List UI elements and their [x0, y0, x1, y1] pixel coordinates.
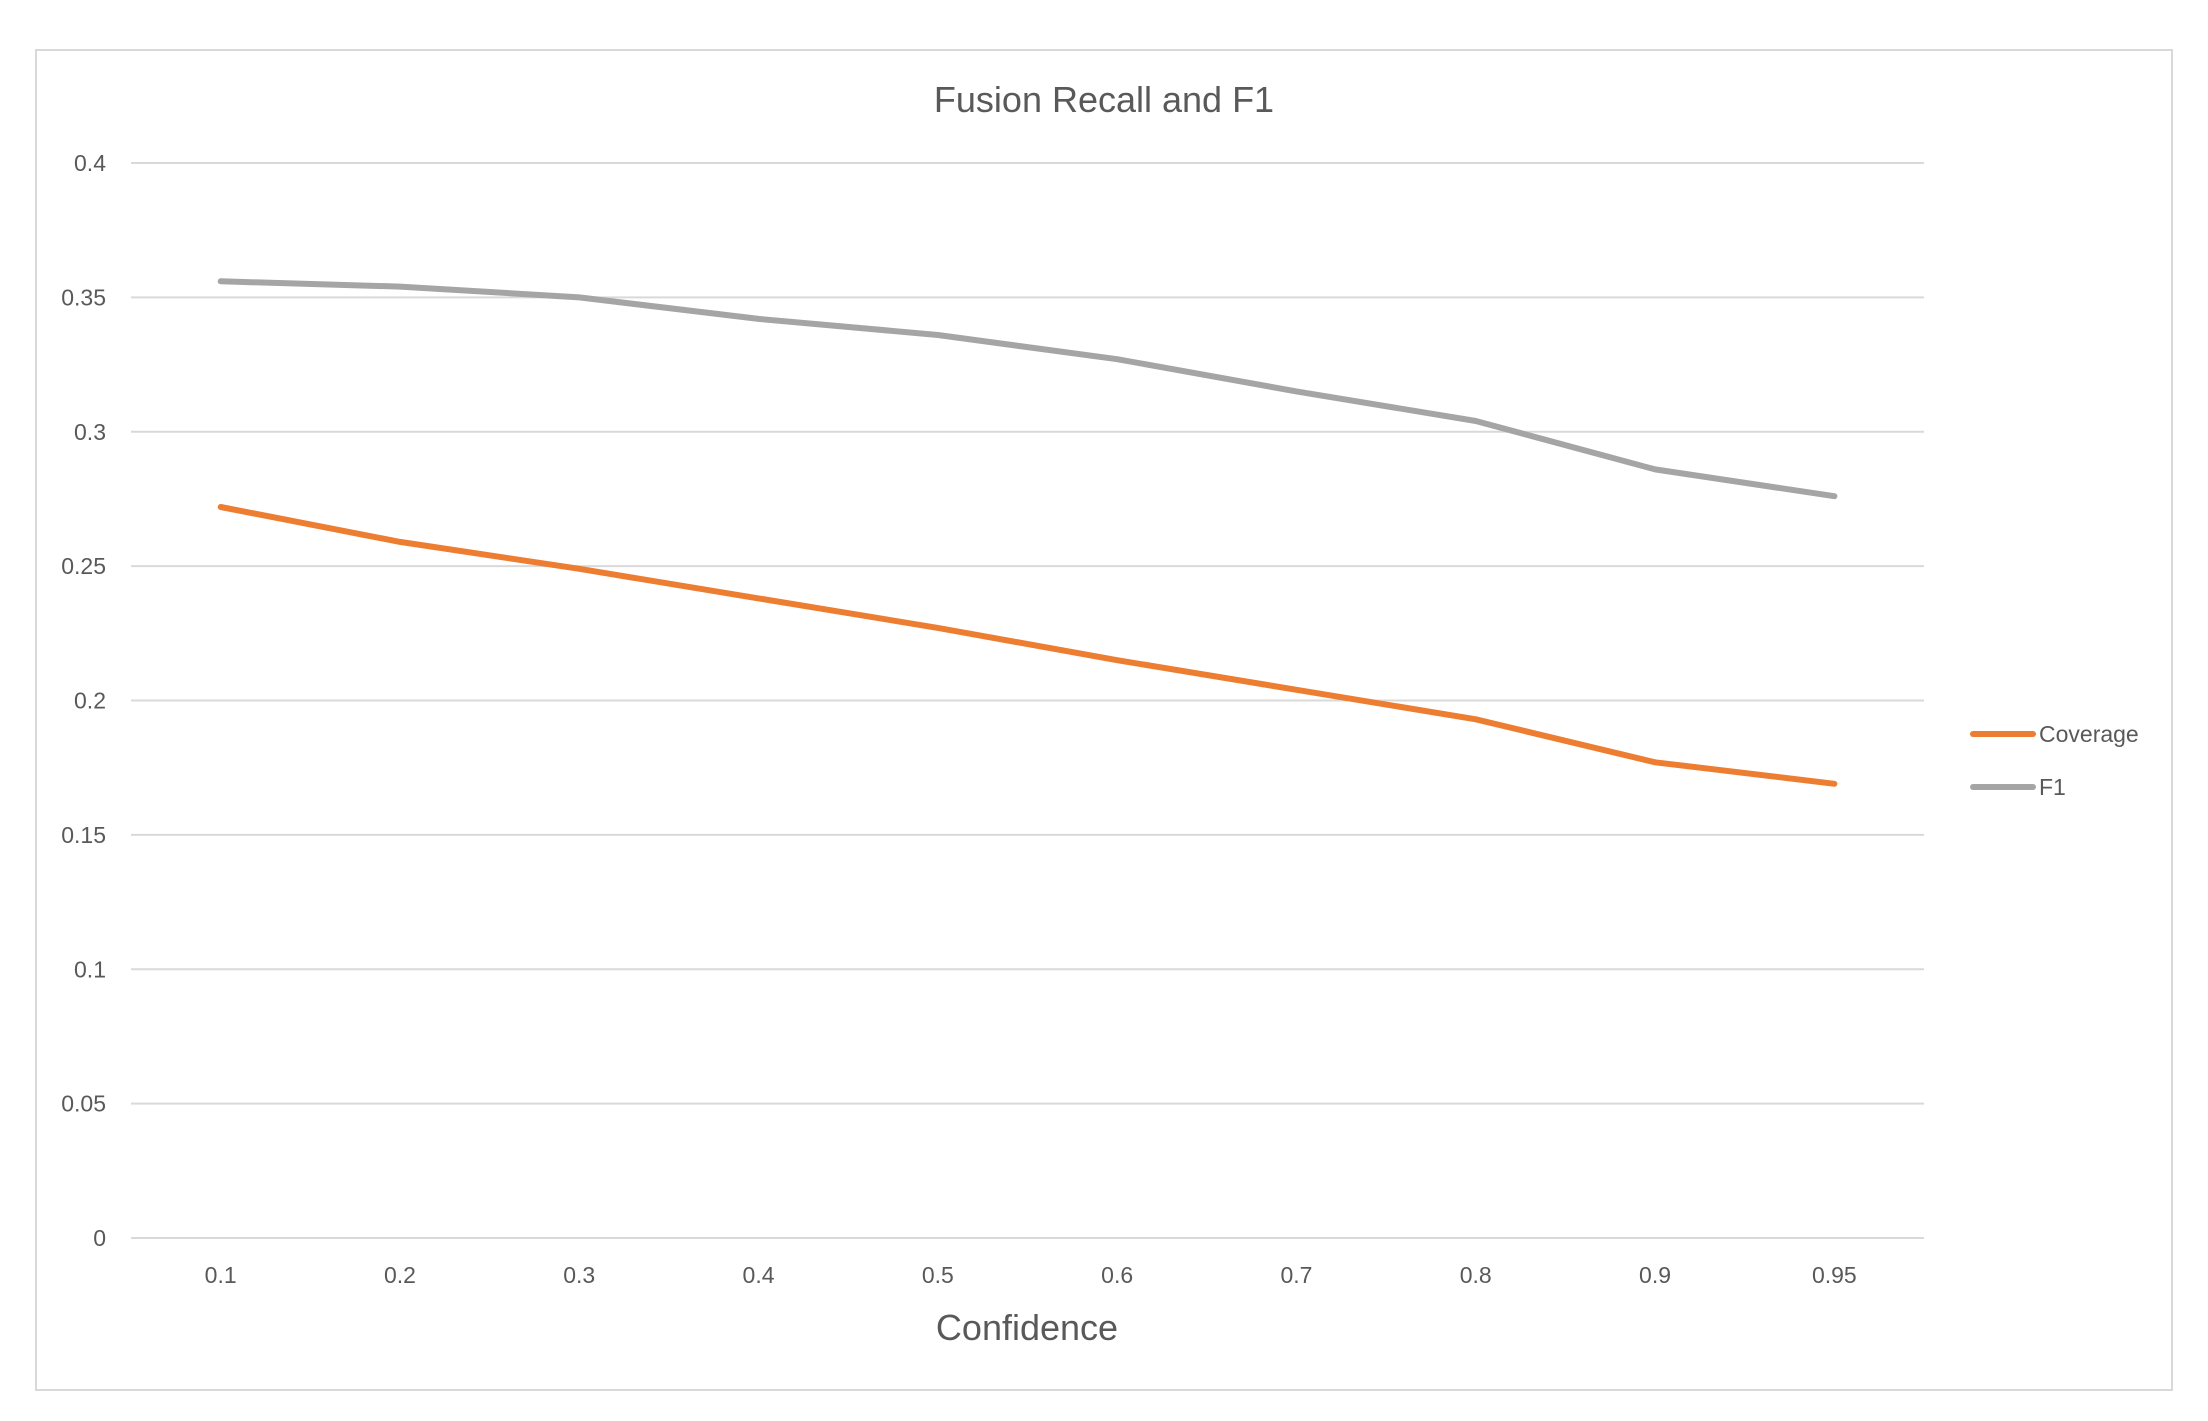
- x-tick-label: 0.5: [922, 1262, 954, 1288]
- y-axis-ticks: 0 0.05 0.1 0.15 0.2 0.25 0.3 0.35 0.4: [61, 150, 106, 1251]
- legend-label-coverage: Coverage: [2039, 721, 2139, 747]
- y-tick-label: 0.15: [61, 822, 106, 848]
- y-tick-label: 0.4: [74, 150, 106, 176]
- y-tick-label: 0.25: [61, 553, 106, 579]
- x-tick-label: 0.2: [384, 1262, 416, 1288]
- series-lines: [217, 278, 1838, 787]
- legend: Coverage F1: [1970, 721, 2139, 800]
- series-line-coverage: [217, 504, 1838, 787]
- x-tick-label: 0.9: [1639, 1262, 1671, 1288]
- y-tick-label: 0.1: [74, 956, 106, 982]
- gridlines: [131, 162, 1924, 1239]
- legend-label-f1: F1: [2039, 774, 2066, 800]
- chart-frame: [35, 49, 2173, 1391]
- x-tick-label: 0.6: [1101, 1262, 1133, 1288]
- x-axis-title: Confidence: [936, 1307, 1118, 1348]
- series-line-f1: [217, 278, 1838, 500]
- x-tick-label: 0.95: [1812, 1262, 1857, 1288]
- x-tick-label: 0.4: [743, 1262, 775, 1288]
- x-axis-ticks: 0.1 0.2 0.3 0.4 0.5 0.6 0.7 0.8 0.9 0.95: [205, 1262, 1857, 1288]
- y-tick-label: 0.35: [61, 284, 106, 310]
- x-tick-label: 0.8: [1460, 1262, 1492, 1288]
- x-tick-label: 0.7: [1280, 1262, 1312, 1288]
- x-tick-label: 0.1: [205, 1262, 237, 1288]
- y-tick-label: 0.2: [74, 688, 106, 714]
- y-tick-label: 0.3: [74, 419, 106, 445]
- y-tick-label: 0: [93, 1225, 106, 1251]
- x-tick-label: 0.3: [563, 1262, 595, 1288]
- chart-title: Fusion Recall and F1: [934, 79, 1274, 120]
- y-tick-label: 0.05: [61, 1091, 106, 1117]
